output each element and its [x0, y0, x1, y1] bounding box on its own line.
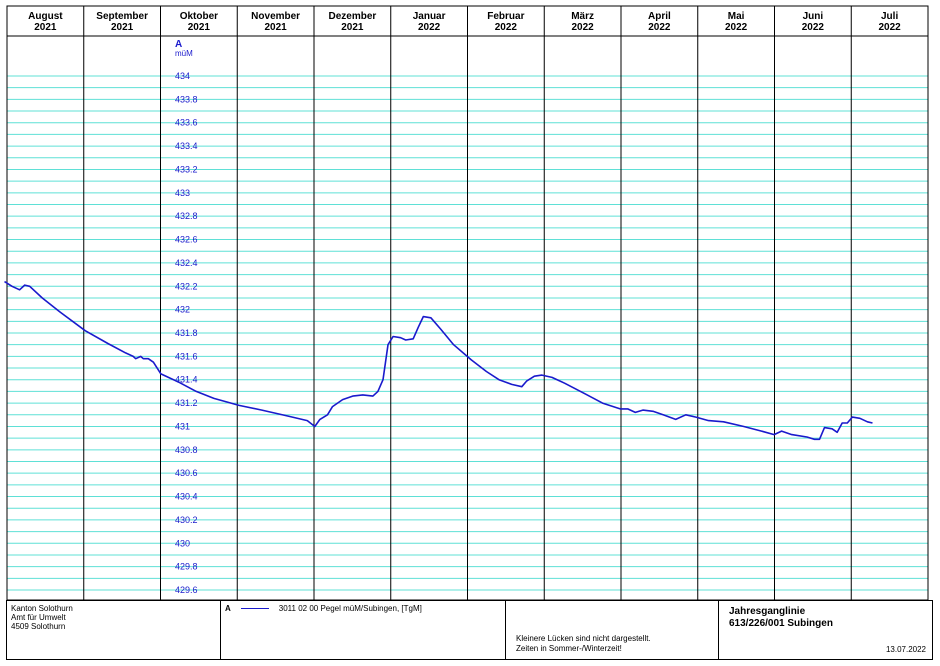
y-tick-label: 433.4	[175, 141, 198, 151]
month-name-label: April	[648, 11, 671, 22]
y-tick-label: 433.6	[175, 118, 198, 128]
month-name-label: Oktober	[180, 11, 218, 22]
month-year-label: 2022	[879, 22, 902, 33]
legend-swatch	[240, 608, 269, 609]
note-gaps: Kleinere Lücken sind nicht dargestellt.	[516, 634, 651, 643]
water-level-chart: August2021September2021Oktober2021Novemb…	[4, 5, 929, 600]
month-year-label: 2022	[648, 22, 671, 33]
y-tick-label: 431	[175, 421, 190, 431]
y-tick-label: 430.4	[175, 492, 198, 502]
y-tick-label: 432.2	[175, 281, 198, 291]
legend-label: 3011 02 00 Pegel müM/Subingen, [TgM]	[278, 604, 422, 613]
y-tick-label: 432.6	[175, 235, 198, 245]
y-tick-label: 433.8	[175, 94, 198, 104]
y-tick-label: 430.2	[175, 515, 198, 525]
month-year-label: 2021	[265, 22, 288, 33]
y-tick-label: 430	[175, 538, 190, 548]
month-year-label: 2021	[341, 22, 364, 33]
y-tick-label: 433.2	[175, 164, 198, 174]
month-name-label: Dezember	[328, 11, 376, 22]
chart-title: Jahresganglinie	[729, 606, 806, 617]
month-name-label: Mai	[728, 11, 745, 22]
y-tick-label: 433	[175, 188, 190, 198]
y-tick-label: 432.4	[175, 258, 198, 268]
month-name-label: November	[251, 11, 300, 22]
month-year-label: 2022	[572, 22, 595, 33]
plot-frame	[6, 5, 929, 600]
footer-title-block: Jahresganglinie 613/226/001 Subingen 13.…	[719, 601, 932, 659]
y-tick-label: 430.6	[175, 468, 198, 478]
org-address: 4509 Solothurn	[11, 622, 66, 631]
month-year-label: 2022	[418, 22, 441, 33]
month-name-label: Februar	[487, 11, 524, 22]
month-year-label: 2022	[802, 22, 825, 33]
org-name: Kanton Solothurn	[11, 604, 73, 613]
chart-station: 613/226/001 Subingen	[729, 618, 833, 629]
month-name-label: Januar	[413, 11, 446, 22]
y-tick-label: 430.8	[175, 445, 198, 455]
month-headers: August2021September2021Oktober2021Novemb…	[28, 11, 901, 33]
footer-notes-block: Kleinere Lücken sind nicht dargestellt. …	[506, 601, 719, 659]
legend-entry: A 3011 02 00 Pegel müM/Subingen, [TgM]	[225, 604, 501, 613]
month-name-label: August	[28, 11, 63, 22]
y-axis-letter: A	[175, 39, 182, 50]
month-year-label: 2021	[111, 22, 134, 33]
month-year-label: 2021	[34, 22, 57, 33]
series-water-level-line	[4, 280, 873, 441]
footer-org-block: Kanton Solothurn Amt für Umwelt 4509 Sol…	[7, 601, 221, 659]
y-tick-label: 429.6	[175, 585, 198, 595]
month-dividers	[6, 5, 929, 600]
y-tick-label: 432	[175, 305, 190, 315]
month-year-label: 2022	[495, 22, 518, 33]
org-department: Amt für Umwelt	[11, 613, 66, 622]
y-tick-labels: 434 433.8 433.6 433.4 433.2 433 432.8 432.6 432.…	[175, 71, 198, 595]
footer-legend-block: A 3011 02 00 Pegel müM/Subingen, [TgM]	[221, 601, 506, 659]
footer-box: Kanton Solothurn Amt für Umwelt 4509 Sol…	[6, 600, 933, 660]
y-tick-label: 431.4	[175, 375, 198, 385]
y-tick-label: 429.8	[175, 562, 198, 572]
y-axis-unit: müM	[175, 49, 193, 58]
print-date: 13.07.2022	[885, 645, 926, 654]
y-tick-label: 431.8	[175, 328, 198, 338]
month-year-label: 2021	[188, 22, 211, 33]
y-tick-label: 434	[175, 71, 190, 81]
y-tick-label: 432.8	[175, 211, 198, 221]
month-name-label: März	[571, 11, 594, 22]
month-year-label: 2022	[725, 22, 748, 33]
month-name-label: Juni	[803, 11, 824, 22]
y-axis: A müM	[175, 39, 193, 58]
legend-letter: A	[225, 604, 231, 613]
note-timezone: Zeiten in Sommer-/Winterzeit!	[516, 644, 622, 653]
y-tick-label: 431.2	[175, 398, 198, 408]
month-name-label: September	[96, 11, 148, 22]
y-tick-label: 431.6	[175, 351, 198, 361]
month-name-label: Juli	[881, 11, 898, 22]
